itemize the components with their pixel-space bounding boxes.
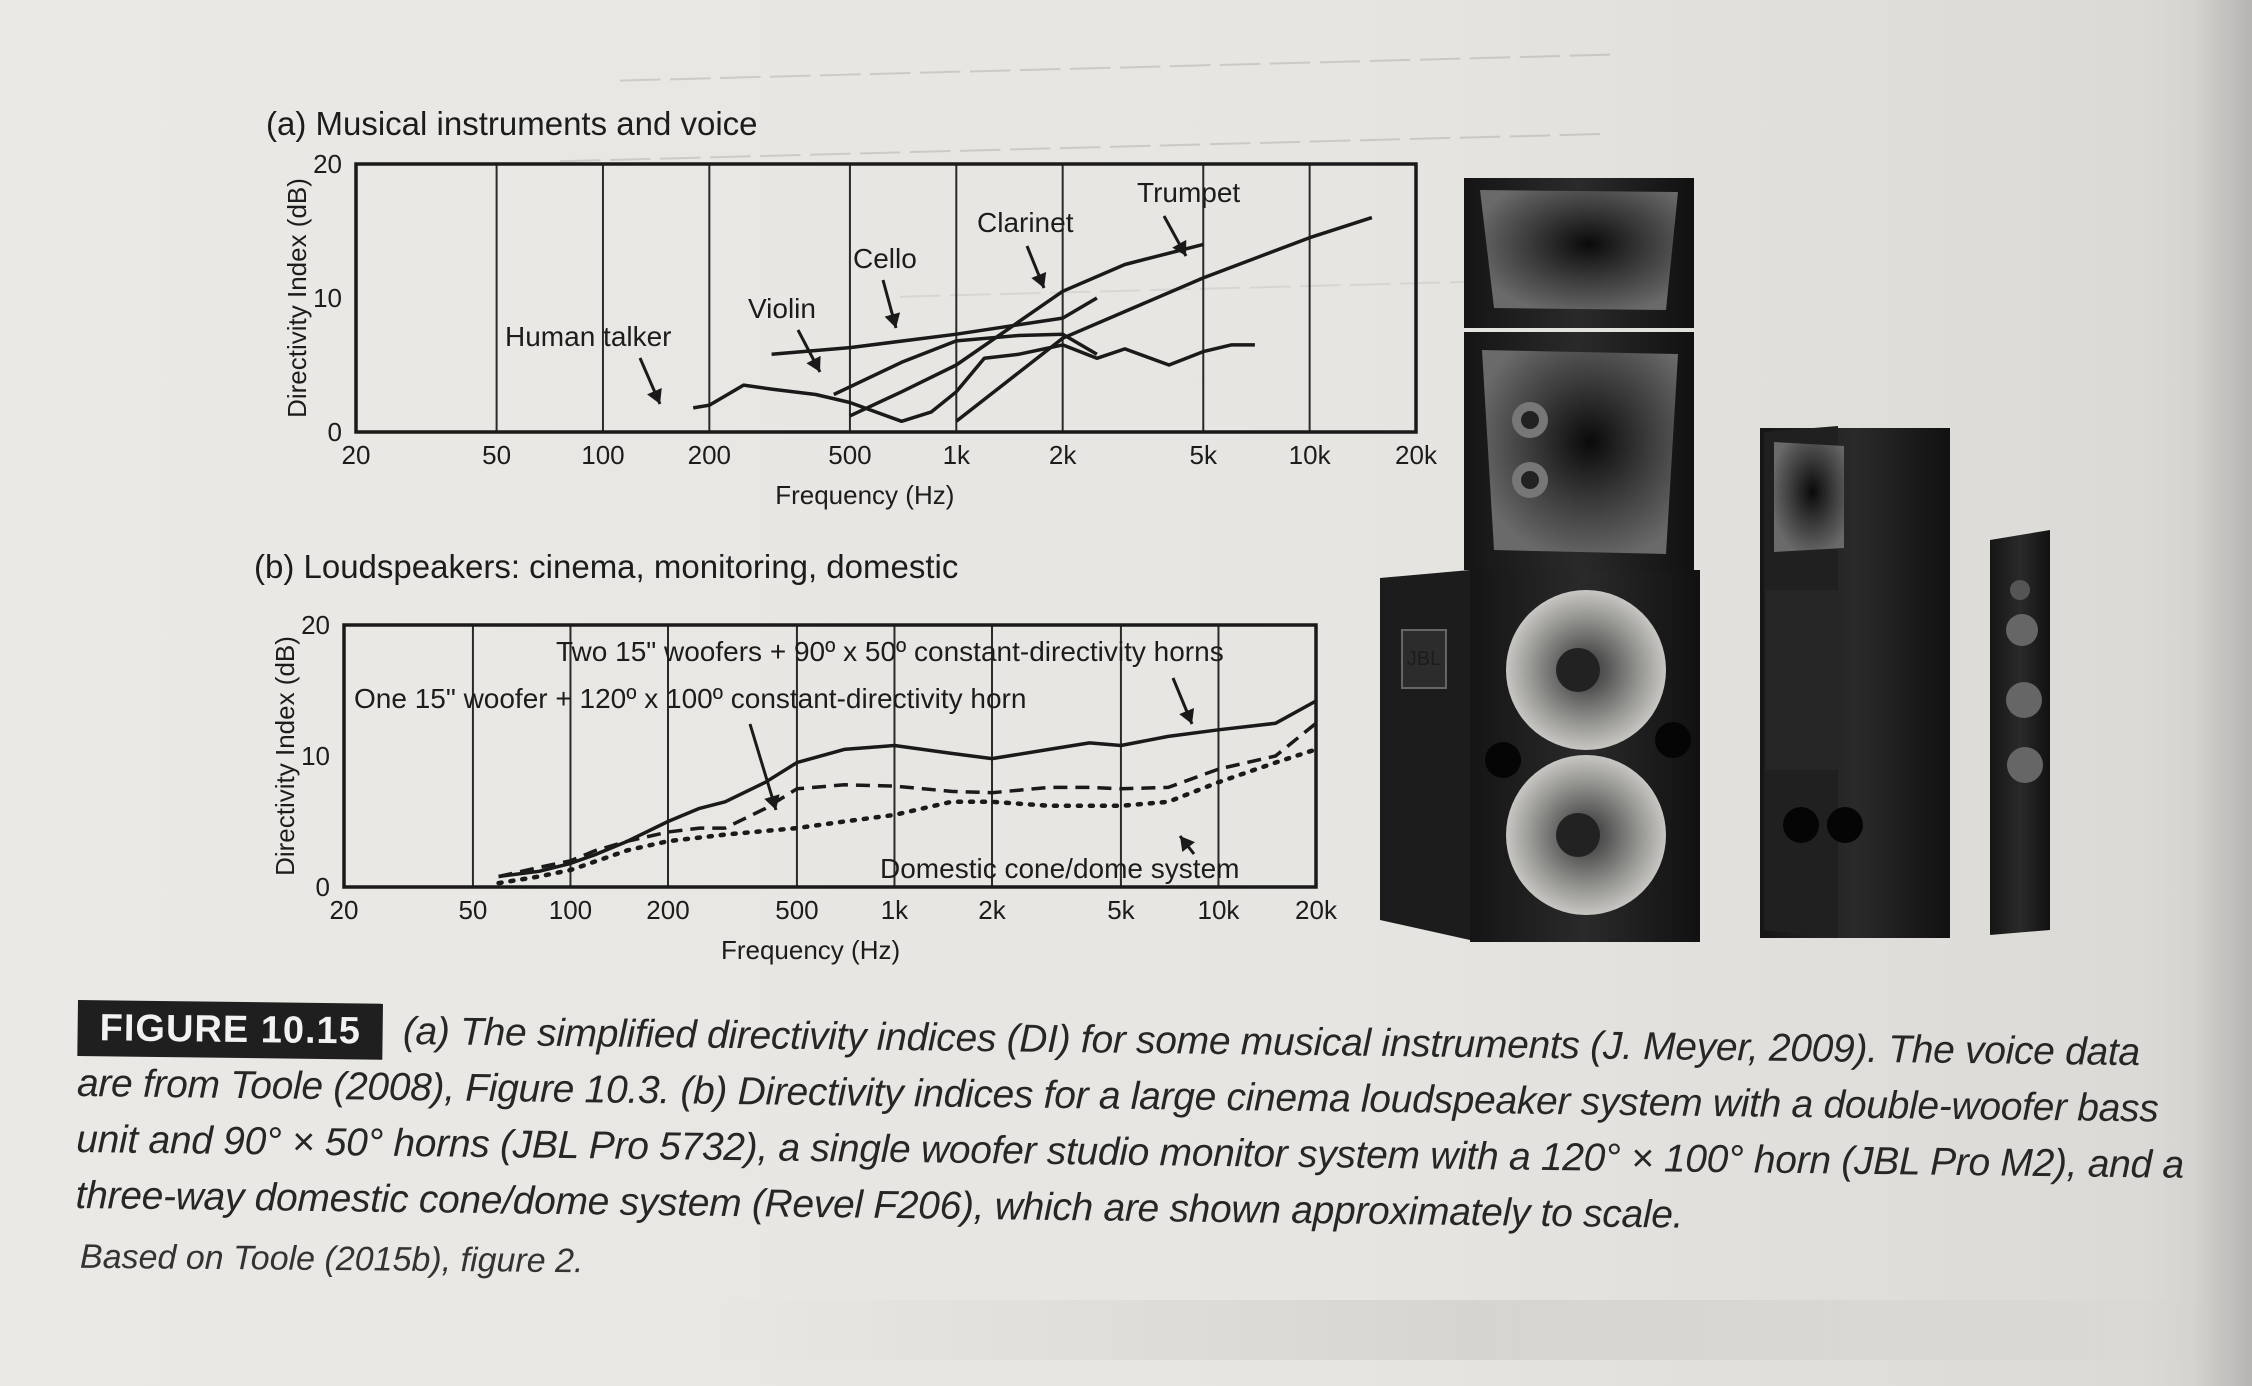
x-tick-label: 50 — [482, 440, 511, 470]
domestic-tower-speaker — [1990, 530, 2050, 935]
chart-b-directivity-loudspeakers: 20 50 100 200 500 1k 2k 5k 10k 20k 0 10 20 Frequency … — [270, 610, 1338, 965]
studio-monitor-speaker — [1760, 426, 1950, 938]
series-annotation: Two 15" woofers + 90º x 50º constant-dir… — [556, 636, 1224, 667]
x-tick-label: 500 — [828, 440, 871, 470]
y-tick-label: 20 — [313, 149, 342, 179]
chart-a-directivity-instruments: 20 50 100 200 500 1k 2k 5k 10k 20k 0 10 20 Frequency … — [282, 149, 1438, 510]
series-annotation: Human talker — [505, 321, 672, 352]
cinema-speaker: JBL — [1380, 178, 1700, 942]
annotation-arrowhead — [764, 794, 780, 810]
series-annotation: One 15" woofer + 120º x 100º constant-di… — [354, 683, 1026, 714]
x-tick-label: 100 — [549, 895, 592, 925]
series-line — [849, 242, 1204, 418]
y-tick-label: 0 — [328, 417, 342, 447]
series-annotation: Clarinet — [977, 207, 1074, 238]
y-axis-label: Directivity Index (dB) — [270, 636, 300, 876]
x-tick-label: 2k — [1049, 440, 1077, 470]
x-tick-label: 100 — [581, 440, 624, 470]
annotation-arrowhead — [1180, 836, 1195, 852]
figure-source: Based on Toole (2015b), figure 2. — [79, 1237, 584, 1281]
plot-frame — [354, 162, 1418, 434]
annotation-arrow — [748, 723, 778, 811]
annotation-arrowhead — [1031, 272, 1047, 288]
panel-b-title: (b) Loudspeakers: cinema, monitoring, do… — [254, 548, 959, 585]
series-line — [498, 721, 1318, 879]
series-annotation: Violin — [748, 293, 816, 324]
x-tick-label: 20 — [330, 895, 359, 925]
bleed-through-shadow — [720, 1300, 2220, 1360]
x-axis-label: Frequency (Hz) — [721, 935, 900, 965]
series-line — [498, 699, 1317, 879]
figure-caption: FIGURE 10.15 (a) The simplified directivi… — [75, 1000, 2198, 1250]
series-line — [771, 296, 1098, 357]
y-tick-label: 10 — [301, 741, 330, 771]
annotation-arrowhead — [806, 355, 821, 372]
series-annotation: Domestic cone/dome system — [880, 853, 1239, 884]
annotation-arrowhead — [884, 312, 901, 328]
x-tick-label: 200 — [646, 895, 689, 925]
x-axis-label: Frequency (Hz) — [775, 480, 954, 510]
x-tick-label: 500 — [775, 895, 818, 925]
x-tick-label: 10k — [1289, 440, 1332, 470]
x-tick-label: 50 — [458, 895, 487, 925]
x-tick-label: 2k — [978, 895, 1006, 925]
y-tick-label: 0 — [316, 872, 330, 902]
y-axis-label: Directivity Index (dB) — [282, 178, 312, 418]
bleed-through-text: — — — — — — — — — — — — — — — — — — — — — [619, 28, 1611, 99]
x-tick-label: 1k — [881, 895, 909, 925]
x-tick-label: 20k — [1295, 895, 1338, 925]
y-tick-label: 20 — [301, 610, 330, 640]
series-line — [692, 343, 1255, 424]
x-tick-label: 1k — [943, 440, 971, 470]
series-annotation: Cello — [853, 243, 917, 274]
x-tick-label: 20 — [342, 440, 371, 470]
annotation-arrowhead — [1172, 239, 1187, 256]
x-tick-label: 10k — [1198, 895, 1241, 925]
series-line — [496, 747, 1319, 886]
x-tick-label: 200 — [688, 440, 731, 470]
caption-text: (a) The simplified directivity indices (… — [75, 1009, 2185, 1237]
annotation-arrowhead — [647, 387, 662, 404]
annotation-arrowhead — [1179, 708, 1195, 724]
page-spine-shadow — [2192, 0, 2252, 1386]
jbl-logo: JBL — [1407, 648, 1441, 670]
x-tick-label: 20k — [1395, 440, 1438, 470]
panel-a-title: (a) Musical instruments and voice — [266, 105, 758, 142]
x-tick-label: 5k — [1107, 895, 1135, 925]
figure-label: FIGURE 10.15 — [77, 1000, 384, 1060]
plot-frame — [342, 623, 1318, 889]
x-tick-label: 5k — [1190, 440, 1218, 470]
loudspeakers-photo: JBL — [1380, 178, 2050, 942]
y-tick-label: 10 — [313, 283, 342, 313]
series-annotation: Trumpet — [1137, 177, 1240, 208]
series-line — [955, 215, 1373, 423]
